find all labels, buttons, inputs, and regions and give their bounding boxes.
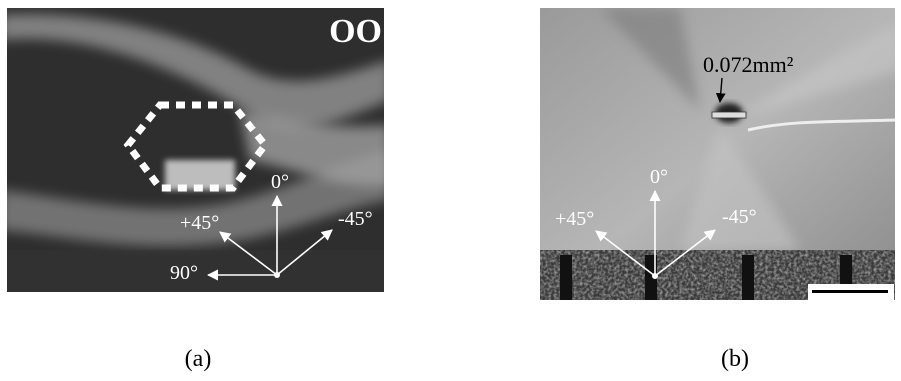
direction-label: 0° [271, 171, 289, 193]
origin-dot [274, 272, 280, 278]
direction-label: 0° [650, 166, 668, 188]
origin-dot [652, 273, 658, 279]
direction-label: 90° [170, 262, 198, 284]
direction-label: -45° [338, 208, 373, 230]
direction-label: +45° [180, 212, 219, 234]
area-annotation: 0.072mm² [703, 52, 794, 77]
panel-label: (a) [185, 346, 212, 372]
panel-label: (b) [721, 346, 749, 372]
page: OO 0° +45° -45° 90° 0.072mm² 0° +45° -45… [0, 0, 901, 381]
corner-text: OO [329, 13, 382, 50]
panel-a-image [0, 8, 390, 292]
direction-label: +45° [555, 208, 594, 230]
direction-label: -45° [722, 206, 757, 228]
figure: OO 0° +45° -45° 90° 0.072mm² 0° +45° -45… [0, 0, 901, 381]
